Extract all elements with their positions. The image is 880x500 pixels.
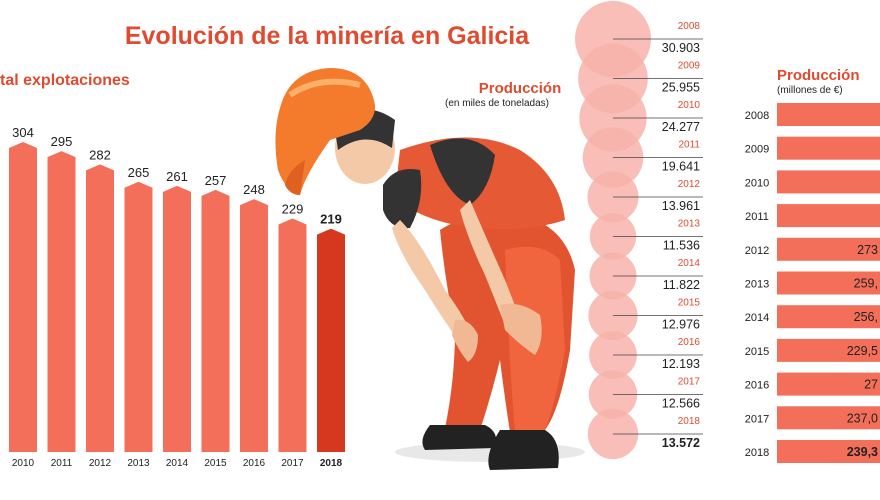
year-label: 2015	[745, 346, 769, 358]
production-value-label: 30.903	[662, 41, 700, 55]
bar	[240, 199, 268, 452]
hbar	[777, 237, 880, 261]
year-label: 2014	[745, 312, 769, 324]
production-value-label: 11.536	[663, 239, 700, 253]
hbar-value-label: 256,	[854, 310, 878, 324]
hbar	[777, 406, 880, 430]
year-label: 2011	[678, 140, 700, 151]
hbar	[777, 136, 880, 160]
hbar	[777, 440, 880, 463]
bar-value-label: 282	[89, 147, 111, 162]
right-chart-title: Producción	[777, 67, 860, 84]
left-bar-chart: 304 2010 295 2011 282 2012 265 2013 261 2014 257 20…	[9, 125, 345, 469]
bar	[124, 181, 153, 453]
year-label: 2014	[678, 258, 701, 269]
year-label: 2010	[745, 177, 769, 189]
miner-illustration	[275, 68, 585, 470]
bar-category-label: 2010	[12, 458, 35, 469]
year-label: 2008	[745, 110, 769, 122]
production-value-label: 19.641	[662, 160, 700, 174]
bar-value-label: 295	[51, 134, 73, 149]
year-label: 2013	[678, 219, 701, 230]
year-label: 2010	[678, 100, 701, 111]
right-chart-subtitle: (millones de €)	[777, 85, 843, 96]
bar-category-label: 2014	[166, 458, 189, 469]
hbar	[777, 338, 880, 362]
hbar-value-label: 237,0	[847, 411, 878, 425]
bar	[201, 189, 230, 453]
left-chart-title: tal explotaciones	[0, 72, 130, 89]
year-label: 2013	[745, 279, 769, 291]
middle-chart-subtitle: (en miles de toneladas)	[445, 98, 549, 109]
middle-circle-chart: 2008 30.903 2009 25.955 2010 24.277 2011 19.641…	[575, 1, 703, 460]
year-label: 2009	[678, 61, 701, 72]
bar	[317, 228, 345, 452]
year-label: 2016	[745, 380, 769, 392]
production-value-label: 13.961	[662, 199, 700, 213]
bar-category-label: 2015	[204, 458, 227, 469]
bar-category-label: 2016	[243, 458, 266, 469]
bar-value-label: 265	[128, 165, 150, 180]
hbar	[777, 204, 880, 228]
year-label: 2015	[678, 298, 701, 309]
bar-value-label: 261	[166, 169, 188, 184]
hbar-value-label: 259,	[854, 277, 878, 291]
year-label: 2017	[678, 377, 701, 388]
bar	[163, 185, 191, 452]
bar-value-label: 248	[243, 182, 265, 197]
hbar-value-label: 239,3	[847, 445, 878, 459]
bar-value-label: 229	[282, 201, 304, 216]
year-label: 2011	[745, 211, 769, 223]
year-label: 2008	[678, 21, 701, 32]
page-title: Evolución de la minería en Galicia	[125, 22, 530, 50]
bar-category-label: 2013	[127, 458, 150, 469]
bar-value-label: 304	[12, 125, 34, 140]
hbar-value-label: 27	[864, 378, 878, 392]
hbar	[777, 271, 880, 295]
right-horizontal-bar-chart: 2008 2009 2010 2011 2012 273 2013 259, 2014 256, 2…	[745, 103, 880, 463]
hbar-value-label: 229,5	[847, 344, 878, 358]
hbar-value-label: 273	[857, 243, 878, 257]
bar	[9, 142, 37, 452]
bar-value-label: 219	[320, 212, 342, 227]
year-label: 2016	[678, 337, 701, 348]
year-label: 2018	[745, 447, 769, 459]
production-value-label: 12.566	[662, 397, 700, 411]
production-value-label: 12.976	[662, 318, 700, 332]
year-label: 2017	[745, 413, 769, 425]
year-label: 2012	[678, 179, 701, 190]
hbar	[777, 372, 880, 396]
production-value-label: 12.193	[662, 357, 700, 371]
bar-value-label: 257	[205, 173, 227, 188]
middle-chart-title: Producción	[479, 80, 562, 97]
hbar	[777, 170, 880, 194]
bar-category-label: 2012	[89, 458, 112, 469]
hbar	[777, 103, 880, 126]
production-value-label: 24.277	[662, 120, 700, 134]
bar	[278, 218, 307, 452]
year-label: 2009	[745, 144, 769, 156]
bar-category-label: 2018	[320, 458, 343, 469]
bar	[47, 151, 76, 453]
bar-category-label: 2011	[51, 458, 73, 469]
bar-category-label: 2017	[281, 458, 304, 469]
production-value-label: 11.822	[663, 278, 700, 292]
production-value-label: 13.572	[662, 436, 700, 450]
production-value-label: 25.955	[662, 81, 700, 95]
hbar	[777, 305, 880, 329]
year-label: 2018	[678, 416, 701, 427]
bar	[86, 164, 114, 452]
year-label: 2012	[745, 245, 769, 257]
